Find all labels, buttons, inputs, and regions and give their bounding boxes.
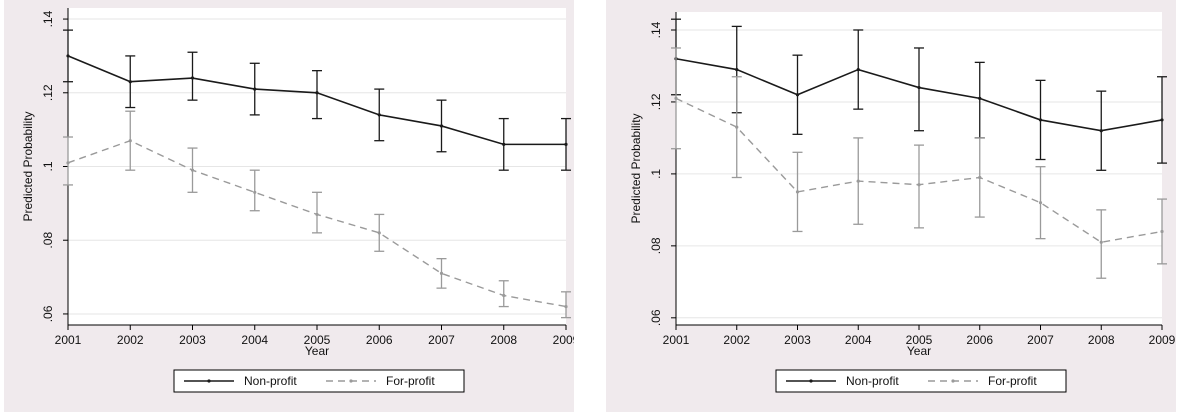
x-tick-label: 2007 (1027, 333, 1054, 347)
x-tick-label: 2007 (428, 333, 455, 347)
for-profit-point (190, 168, 195, 172)
for-profit-point (1038, 201, 1043, 205)
chart-panel-right: .06 .08 .1 .12 .14 2001 2002 2003 2004 2005 2006 20… (606, 0, 1176, 412)
for-profit-point (978, 175, 982, 180)
for-profit-point (377, 231, 381, 235)
non-profit-point (439, 124, 444, 128)
x-tick-label: 2004 (845, 333, 872, 347)
non-profit-point (978, 96, 982, 100)
non-profit-legend-label: Non-profit (846, 374, 899, 388)
for-profit-point (502, 293, 506, 298)
x-tick-label: 2005 (304, 333, 331, 347)
for-profit-legend-label: For-profit (386, 374, 435, 388)
y-tick-label: .14 (41, 10, 55, 27)
x-tick-label: 2001 (55, 333, 82, 347)
non-profit-legend-marker (809, 379, 813, 383)
non-profit-point (66, 54, 70, 58)
for-profit-legend-marker (349, 379, 353, 383)
x-tick-label: 2008 (1088, 333, 1115, 347)
y-tick-label: .06 (649, 309, 663, 326)
x-tick-label: 2004 (241, 333, 268, 347)
for-profit-point (674, 96, 678, 100)
y-tick-label: .14 (649, 21, 663, 38)
non-profit-point (377, 113, 381, 117)
for-profit-point (1160, 229, 1164, 234)
for-profit-point (253, 190, 257, 194)
for-profit-point (856, 179, 860, 183)
y-tick-label: .12 (41, 84, 55, 101)
non-profit-point (795, 93, 800, 97)
x-tick-label: 2009 (553, 333, 574, 347)
for-profit-point (564, 304, 568, 309)
non-profit-point (190, 76, 195, 80)
chart-left: .06 .08 .1 .12 .14 2001 2002 2003 2004 2005 2006 20… (21, 8, 574, 393)
for-profit-point (795, 190, 800, 194)
x-tick-label: 2008 (490, 333, 517, 347)
for-profit-point (128, 139, 132, 143)
non-profit-point (735, 67, 739, 72)
non-profit-point (917, 85, 921, 90)
legend-box (173, 369, 465, 393)
x-tick-label: 2002 (723, 333, 750, 347)
y-tick-label: .08 (649, 237, 663, 254)
x-tick-label: 2003 (784, 333, 811, 347)
non-profit-legend-label: Non-profit (244, 374, 297, 388)
y-tick-label: .1 (649, 169, 663, 179)
x-tick-label: 2001 (663, 333, 690, 347)
legend-box (775, 369, 1067, 393)
non-profit-point (856, 67, 860, 72)
x-tick-label: 2009 (1149, 333, 1176, 347)
for-profit-legend-label: For-profit (988, 374, 1037, 388)
y-tick-label: .1 (41, 161, 55, 171)
chart-panel-left: .06 .08 .1 .12 .14 2001 2002 2003 2004 2005 2006 20… (4, 0, 574, 412)
for-profit-point (735, 125, 739, 129)
for-profit-legend-marker (951, 379, 955, 383)
y-axis-title: Predicted Probability (629, 113, 643, 223)
non-profit-point (128, 80, 132, 84)
non-profit-point (502, 142, 506, 146)
non-profit-legend-marker (207, 379, 211, 383)
y-tick-label: .12 (649, 93, 663, 110)
y-axis-title: Predicted Probability (21, 111, 35, 221)
y-tick-label: .06 (41, 305, 55, 322)
for-profit-point (1099, 240, 1103, 244)
x-tick-label: 2006 (366, 333, 393, 347)
x-tick-label: 2003 (179, 333, 206, 347)
x-tick-label: 2005 (906, 333, 933, 347)
x-axis-title: Year (305, 344, 329, 358)
x-tick-label: 2002 (117, 333, 144, 347)
for-profit-point (917, 183, 921, 187)
non-profit-point (315, 91, 319, 95)
for-profit-point (66, 161, 70, 165)
non-profit-point (1038, 118, 1043, 122)
for-profit-point (315, 212, 319, 217)
x-axis-title: Year (907, 344, 931, 358)
chart-right: .06 .08 .1 .12 .14 2001 2002 2003 2004 2005 2006 20… (629, 12, 1176, 393)
non-profit-point (564, 142, 568, 146)
non-profit-point (1099, 129, 1103, 133)
non-profit-point (1160, 118, 1164, 122)
non-profit-point (253, 87, 257, 91)
x-tick-label: 2006 (966, 333, 993, 347)
y-tick-label: .08 (41, 232, 55, 249)
for-profit-point (439, 271, 444, 275)
